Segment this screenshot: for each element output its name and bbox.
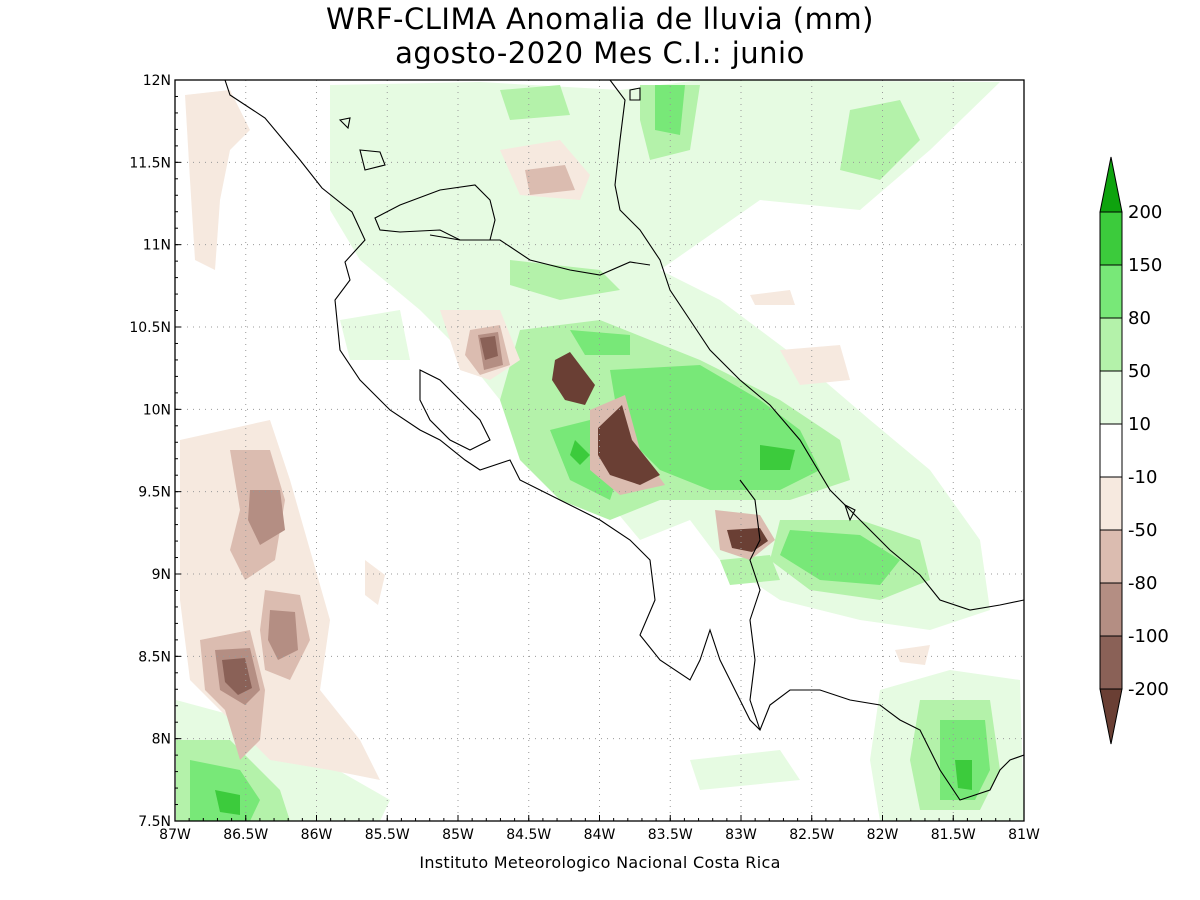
legend-arrow-top: [1099, 156, 1123, 213]
x-tick-label: 81W: [1008, 827, 1040, 843]
x-tick-label: 82.5W: [789, 827, 834, 843]
x-tick-label: 87W: [159, 827, 191, 843]
y-tick-label: 7.5N: [138, 814, 171, 830]
x-tick-label: 85.5W: [365, 827, 410, 843]
anomaly-region-brown: [525, 165, 575, 195]
anomaly-region-deepest-brown: [222, 658, 252, 695]
legend-color-box: [1099, 317, 1123, 372]
color-legend: 200 150 80 50 10 -10 -50 -80 -100 -200: [1099, 156, 1169, 745]
x-tick-label: 84.5W: [506, 827, 551, 843]
anomaly-region-light-brown: [780, 345, 850, 385]
anomaly-field: [175, 80, 1024, 821]
y-axis: 12N 11.5N 11N 10.5N 10N 9.5N 9N 8.5N 8N 7.5N: [129, 73, 181, 830]
y-tick-label: 8N: [152, 732, 171, 748]
legend-label: 80: [1128, 308, 1151, 329]
legend-color-box: [1099, 529, 1123, 584]
y-tick-label: 8.5N: [138, 649, 171, 665]
legend-label: 150: [1128, 255, 1162, 276]
border-line: [429, 234, 651, 276]
y-tick-label: 9N: [152, 567, 171, 583]
y-tick-label: 10.5N: [129, 320, 171, 336]
anomaly-region-deepest-brown: [480, 336, 498, 360]
anomaly-region-light-green: [690, 750, 800, 790]
anomaly-region-dark-brown: [268, 610, 298, 660]
legend-label: -50: [1128, 520, 1157, 541]
anomaly-region-light-green: [380, 170, 640, 290]
anomaly-region-strong-green: [570, 330, 630, 355]
anomaly-region-peak-green: [955, 760, 972, 790]
nicoya-peninsula: [419, 369, 491, 451]
anomaly-region-deepest-brown: [598, 405, 660, 485]
pacific-coastline: [224, 80, 1024, 801]
legend-color-box: [1099, 370, 1123, 425]
anomaly-region-peak-green: [570, 440, 590, 465]
legend-arrow-bottom: [1099, 688, 1123, 745]
anomaly-region-green: [840, 100, 920, 180]
island-outline: [844, 503, 856, 522]
island-outline: [629, 87, 641, 101]
legend-label: 200: [1128, 202, 1162, 223]
anomaly-region-light-brown: [895, 645, 930, 665]
coastlines: [224, 80, 1024, 801]
x-tick-label: 83.5W: [648, 827, 693, 843]
legend-label: -200: [1128, 679, 1169, 700]
anomaly-region-dark-brown: [248, 490, 285, 545]
legend-label: 10: [1128, 414, 1151, 435]
legend-color-box: [1099, 635, 1123, 690]
x-tick-label: 82W: [867, 827, 899, 843]
map-subtitle: agosto-2020 Mes C.I.: junio: [395, 36, 805, 70]
anomaly-region-green: [510, 260, 620, 300]
legend-label: -80: [1128, 573, 1157, 594]
legend-label: -100: [1128, 626, 1169, 647]
anomaly-region-light-green: [340, 310, 410, 360]
anomaly-region-peak-green: [215, 790, 240, 815]
y-tick-label: 9.5N: [138, 485, 171, 501]
border-line: [739, 479, 761, 731]
x-tick-label: 81.5W: [931, 827, 976, 843]
anomaly-region-light-brown: [185, 90, 250, 270]
legend-color-box: [1099, 211, 1123, 266]
legend-color-box: [1099, 264, 1123, 319]
y-tick-label: 10N: [143, 402, 171, 418]
x-tick-label: 83W: [725, 827, 757, 843]
anomaly-region-strong-green: [190, 760, 260, 821]
anomaly-region-light-brown: [750, 290, 795, 305]
x-tick-label: 86W: [301, 827, 333, 843]
legend-color-box: [1099, 476, 1123, 531]
x-tick-label: 86.5W: [223, 827, 268, 843]
anomaly-region-deepest-brown: [727, 528, 768, 552]
anomaly-region-deepest-brown: [552, 352, 595, 405]
y-tick-label: 12N: [143, 73, 171, 89]
legend-label: -10: [1128, 467, 1157, 488]
caribbean-coastline: [609, 80, 1024, 611]
legend-label: 50: [1128, 361, 1151, 382]
x-axis: 87W 86.5W 86W 85.5W 85W 84.5W 84W 83.5W 83W 82.5W…: [159, 815, 1040, 843]
anomaly-region-green: [720, 555, 780, 585]
anomaly-region-peak-green: [760, 445, 795, 470]
legend-color-box: [1099, 423, 1123, 478]
anomaly-region-light-brown: [365, 560, 385, 605]
anomaly-region-green: [500, 85, 570, 120]
y-tick-label: 11N: [143, 238, 171, 254]
lake-nicaragua: [374, 184, 496, 241]
map-title: WRF-CLIMA Anomalia de lluvia (mm): [326, 2, 874, 36]
x-tick-label: 84W: [584, 827, 616, 843]
footer-credit: Instituto Meteorologico Nacional Costa R…: [419, 853, 781, 872]
island-outline: [338, 117, 351, 130]
island-outline: [359, 149, 386, 171]
y-tick-label: 11.5N: [129, 155, 171, 171]
x-tick-label: 85W: [442, 827, 474, 843]
anomaly-region-strong-green: [780, 530, 900, 585]
legend-color-box: [1099, 582, 1123, 637]
